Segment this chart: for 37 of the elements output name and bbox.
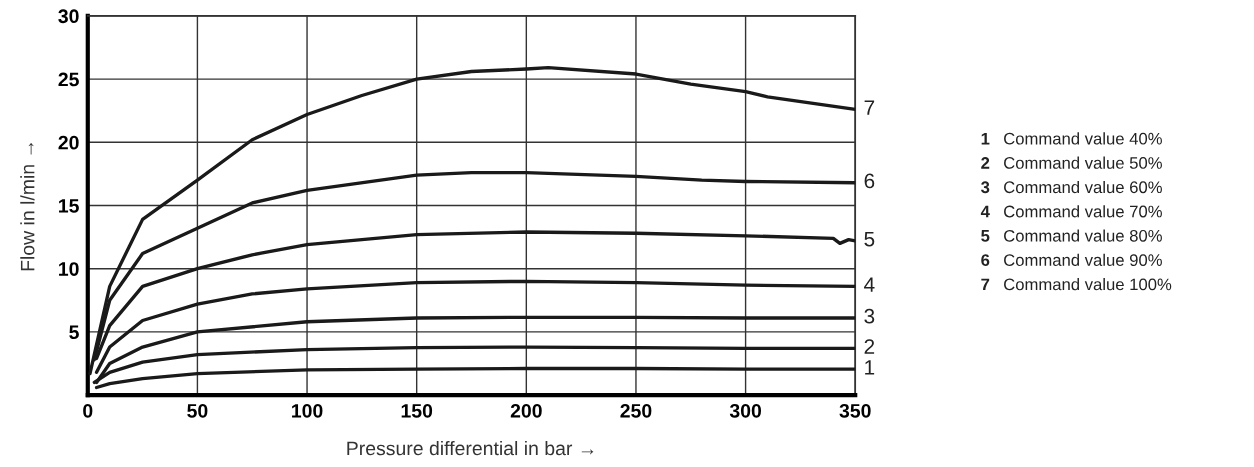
series-label: 7 <box>864 100 875 115</box>
x-tick-label: 250 <box>620 403 652 418</box>
x-tick-label: 150 <box>401 403 433 418</box>
text: Command value 70% <box>1004 205 1162 218</box>
text: Command value 80% <box>1004 229 1162 242</box>
x-tick-label: 100 <box>292 403 323 418</box>
text: 3 <box>981 181 990 194</box>
x-tick-label: 350 <box>839 403 871 418</box>
y-tick-label: 10 <box>59 262 79 276</box>
text: 5 <box>981 230 990 242</box>
series-label: 5 <box>864 231 875 247</box>
text: Command value 100% <box>1004 278 1172 291</box>
text: Command value 50% <box>1004 156 1162 169</box>
text: Command value 60% <box>1004 180 1162 194</box>
y-tick-label: 15 <box>59 199 79 213</box>
series-label: 3 <box>864 308 875 324</box>
x-tick-label: 300 <box>729 403 762 418</box>
y-tick-label: 25 <box>58 72 79 87</box>
text: 1 <box>981 132 990 145</box>
x-tick-label: 200 <box>510 403 542 418</box>
series-label: 2 <box>864 339 875 354</box>
text: 4 <box>980 205 990 218</box>
series-label: 1 <box>865 360 875 375</box>
text: Command value 90% <box>1004 253 1162 266</box>
x-tick-label: 50 <box>187 403 208 418</box>
text: 7 <box>981 278 990 291</box>
text: Command value 40% <box>1004 132 1162 145</box>
x-axis-title: Pressure differential in bar → <box>347 440 594 456</box>
series-label: 6 <box>864 173 875 189</box>
text: 6 <box>981 254 990 266</box>
text: 2 <box>981 157 990 169</box>
x-tick-label: 0 <box>83 403 93 418</box>
y-tick-label: 5 <box>69 325 79 340</box>
series-label: 4 <box>864 277 875 292</box>
y-tick-label: 20 <box>58 135 79 150</box>
y-tick-label: 30 <box>58 9 79 24</box>
y-axis-title: Flow in l/min → <box>20 143 35 271</box>
